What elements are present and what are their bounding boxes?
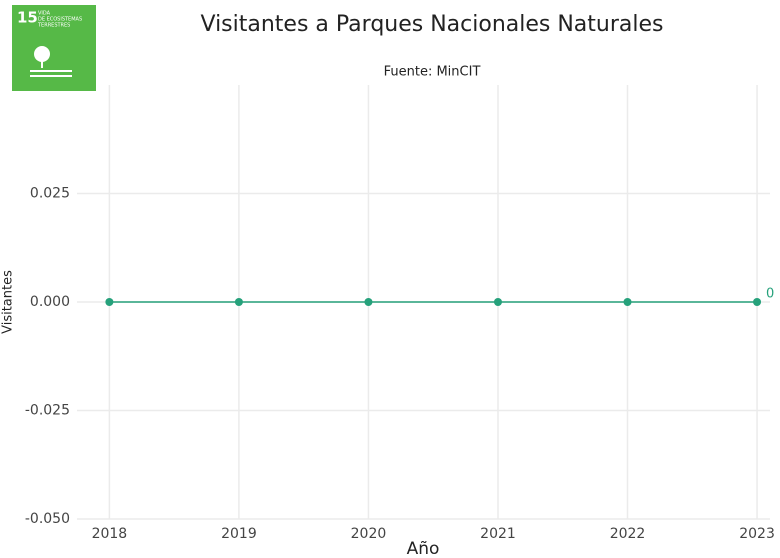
y-axis-label: Visitantes — [1, 270, 16, 334]
y-tick-label: 0.000 — [30, 294, 70, 310]
logo-ground — [30, 70, 72, 72]
y-tick-label: -0.050 — [25, 511, 70, 527]
logo-text: TERRESTRES — [37, 23, 70, 29]
point — [234, 298, 243, 306]
y-tick-label: -0.025 — [25, 403, 70, 419]
chart-subtitle: Fuente: MinCIT — [384, 65, 481, 80]
chart-title: Visitantes a Parques Nacionales Naturale… — [201, 12, 664, 37]
logo-tree — [34, 46, 50, 62]
x-tick-label: 2019 — [221, 526, 257, 542]
x-tick-label: 2018 — [92, 526, 128, 542]
x-tick-label: 2020 — [351, 526, 387, 542]
logo-trunk — [41, 58, 43, 68]
data-label: 0 — [766, 287, 774, 302]
x-axis-label: Año — [407, 539, 440, 558]
x-tick-label: 2022 — [610, 526, 646, 542]
x-tick-label: 2023 — [739, 526, 775, 542]
x-tick-label: 2021 — [480, 526, 516, 542]
logo: 15 VIDA DE ECOSISTEMAS TERRESTRES — [12, 5, 96, 91]
point — [493, 298, 502, 306]
logo-ground — [30, 75, 72, 77]
point — [623, 298, 632, 306]
point — [364, 298, 373, 306]
logo-number: 15 — [17, 9, 38, 27]
logo-text: DE ECOSISTEMAS — [38, 17, 82, 23]
logo-text: VIDA — [38, 11, 51, 17]
point — [105, 298, 114, 306]
point — [753, 298, 762, 306]
y-tick-label: 0.025 — [30, 186, 70, 202]
